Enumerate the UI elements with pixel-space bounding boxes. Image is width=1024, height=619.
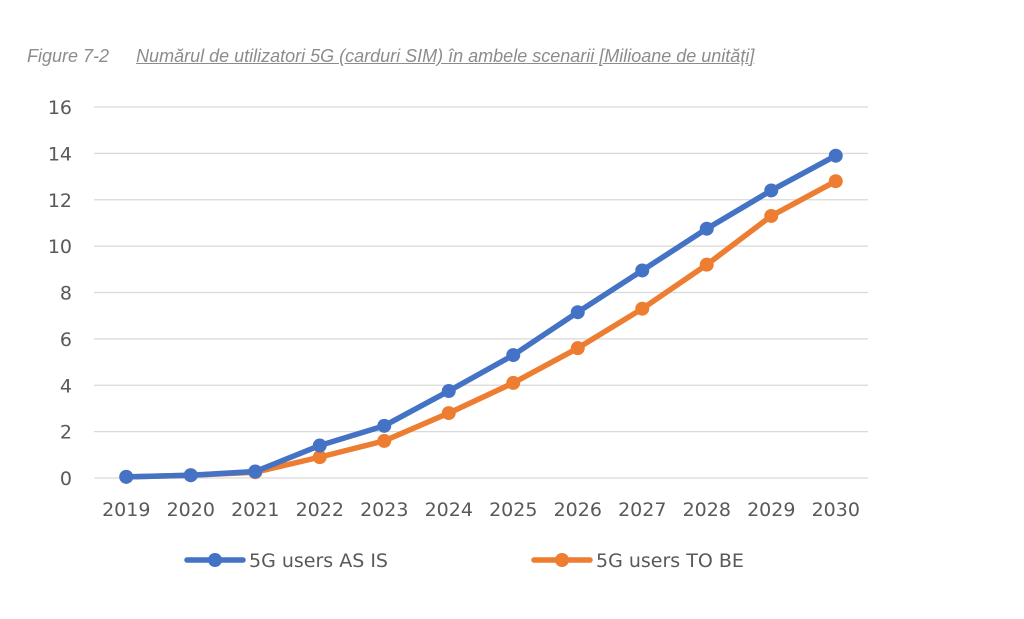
data-point bbox=[312, 438, 327, 453]
data-point bbox=[635, 263, 650, 278]
data-point bbox=[635, 301, 650, 316]
x-axis-ticks: 2019 2020 2021 2022 2023 2024 2025 2026 2027 2028… bbox=[102, 499, 860, 521]
y-tick-label: 16 bbox=[48, 97, 72, 119]
y-tick-label: 10 bbox=[48, 236, 72, 258]
data-point bbox=[699, 221, 714, 236]
data-point bbox=[570, 305, 585, 320]
series-as-is bbox=[119, 148, 843, 484]
y-tick-label: 2 bbox=[60, 422, 72, 444]
legend-item-to-be: 5G users TO BE bbox=[531, 550, 744, 572]
x-tick-label: 2019 bbox=[102, 499, 150, 521]
legend-swatch-marker bbox=[208, 553, 222, 567]
x-tick-label: 2025 bbox=[489, 499, 537, 521]
y-tick-label: 0 bbox=[60, 468, 72, 490]
x-tick-label: 2028 bbox=[683, 499, 731, 521]
legend-swatch-marker bbox=[555, 553, 569, 567]
data-point bbox=[377, 433, 392, 448]
series-line bbox=[123, 178, 839, 480]
legend-label: 5G users TO BE bbox=[596, 550, 744, 572]
data-point bbox=[699, 257, 714, 272]
data-point bbox=[119, 469, 134, 484]
x-tick-label: 2026 bbox=[554, 499, 602, 521]
x-tick-label: 2020 bbox=[167, 499, 215, 521]
series-to-be bbox=[119, 174, 843, 484]
x-tick-label: 2021 bbox=[231, 499, 279, 521]
y-tick-label: 12 bbox=[48, 190, 72, 212]
data-point bbox=[377, 418, 392, 433]
data-point bbox=[506, 348, 521, 363]
x-tick-label: 2030 bbox=[812, 499, 860, 521]
data-point bbox=[570, 341, 585, 356]
legend-label: 5G users AS IS bbox=[249, 550, 388, 572]
data-point bbox=[441, 406, 456, 421]
x-tick-label: 2023 bbox=[360, 499, 408, 521]
y-axis-ticks: 0 2 4 6 8 10 12 14 16 bbox=[48, 97, 72, 490]
x-tick-label: 2022 bbox=[296, 499, 344, 521]
data-point bbox=[183, 468, 198, 483]
gridlines bbox=[94, 106, 868, 479]
figure-number: Figure 7-2 bbox=[27, 46, 110, 66]
data-point bbox=[828, 174, 843, 189]
series-line bbox=[123, 152, 839, 480]
data-point bbox=[828, 148, 843, 163]
y-tick-label: 4 bbox=[60, 375, 72, 397]
data-point bbox=[248, 464, 263, 479]
data-point bbox=[441, 384, 456, 399]
x-tick-label: 2029 bbox=[747, 499, 795, 521]
series-layer bbox=[119, 148, 843, 484]
figure-title: Numărul de utilizatori 5G (carduri SIM) … bbox=[136, 46, 755, 66]
y-tick-label: 14 bbox=[48, 143, 72, 165]
data-point bbox=[312, 450, 327, 465]
y-tick-label: 8 bbox=[60, 283, 72, 305]
data-point bbox=[764, 183, 779, 198]
figure-caption: Figure 7-2 Numărul de utilizatori 5G (ca… bbox=[27, 46, 754, 67]
data-point bbox=[506, 375, 521, 390]
x-tick-label: 2024 bbox=[425, 499, 473, 521]
legend: 5G users AS IS 5G users TO BE bbox=[184, 550, 744, 572]
y-tick-label: 6 bbox=[60, 329, 72, 351]
x-tick-label: 2027 bbox=[618, 499, 666, 521]
legend-item-as-is: 5G users AS IS bbox=[184, 550, 388, 572]
data-point bbox=[764, 208, 779, 223]
